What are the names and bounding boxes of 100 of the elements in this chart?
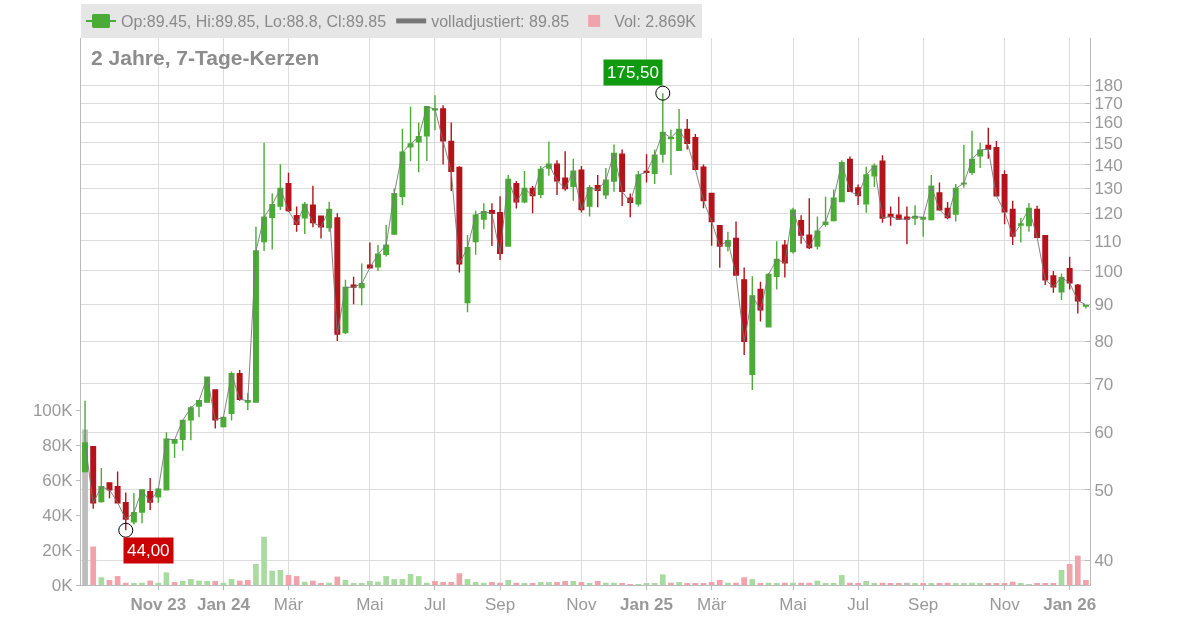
candlestick <box>358 262 365 306</box>
y-tick-label: 90 <box>1094 295 1114 315</box>
candlestick <box>236 369 243 402</box>
y2-tick-label: 80K <box>42 436 74 456</box>
candlestick <box>846 155 853 193</box>
y-tick-label: 100 <box>1094 261 1123 281</box>
x-tick-label: Nov 23 <box>130 595 187 615</box>
y-tick-label: 150 <box>1094 133 1123 153</box>
candlestick <box>440 104 447 166</box>
candlestick <box>187 405 194 441</box>
candlestick <box>814 215 821 251</box>
candlestick <box>407 106 414 162</box>
x-tick-label: Jan 24 <box>196 595 251 615</box>
candlestick <box>488 202 495 247</box>
x-tick-label: Mai <box>779 595 807 615</box>
x-tick-label: Sep <box>484 595 516 615</box>
x-tick-label: Nov <box>989 595 1021 615</box>
candlestick <box>895 196 902 221</box>
candlestick <box>179 419 186 452</box>
candlestick <box>798 214 805 245</box>
candlestick <box>383 224 390 258</box>
candlestick <box>676 108 683 152</box>
candlestick <box>350 275 357 305</box>
y2-tick-label: 60K <box>42 471 74 491</box>
candlestick <box>431 94 438 131</box>
candlestick <box>830 188 837 223</box>
annotation: 44,00 <box>127 541 170 560</box>
candlestick <box>773 240 780 291</box>
y-tick-label: 130 <box>1094 178 1123 198</box>
candlestick <box>269 192 276 251</box>
x-tick-label: Mär <box>696 595 727 615</box>
candlestick <box>423 105 430 162</box>
candlestick <box>366 241 373 270</box>
candlestick <box>554 159 560 196</box>
candlestick <box>1009 199 1016 246</box>
candlestick <box>602 167 609 200</box>
candlestick <box>472 209 479 256</box>
x-tick-label: Jul <box>424 595 446 615</box>
candlestick <box>822 196 829 228</box>
legend-label: Op:89.45, Hi:89.85, Lo:88.8, Cl:89.85 <box>121 13 387 31</box>
y-tick-label: 50 <box>1094 480 1114 500</box>
candlestick <box>244 392 251 411</box>
candlestick <box>952 183 959 223</box>
candlestick <box>667 128 674 176</box>
annotation: 175,50 <box>607 63 659 82</box>
candlestick <box>480 202 487 230</box>
y2-tick-label: 20K <box>42 541 74 560</box>
x-tick-label: Mär <box>273 595 304 615</box>
x-tick-label: Jan 25 <box>620 595 673 615</box>
x-tick-label: Jul <box>847 595 869 615</box>
y2-tick-label: 40K <box>42 506 74 526</box>
candlestick <box>765 272 772 328</box>
candlestick <box>1066 255 1073 291</box>
candlestick <box>163 431 170 491</box>
candlestick <box>171 439 178 459</box>
candlestick <box>749 275 756 391</box>
line-series <box>84 106 1087 520</box>
candlestick <box>993 140 1000 198</box>
candlestick <box>619 148 626 207</box>
y-tick-label: 70 <box>1094 374 1114 394</box>
candlestick <box>309 185 316 228</box>
legend-label: volladjustiert: 89.85 <box>431 13 570 31</box>
candlestick <box>130 492 137 526</box>
candlestick <box>1034 205 1041 239</box>
candlestick <box>985 127 992 160</box>
candlestick <box>399 128 406 206</box>
candlestick <box>415 121 422 174</box>
candlestick <box>651 148 658 185</box>
candlestick <box>521 170 528 204</box>
y-tick-label: 170 <box>1094 94 1123 114</box>
candlestick <box>98 467 105 504</box>
candlestick <box>936 181 943 212</box>
candlestick <box>114 470 121 505</box>
candlestick <box>1017 217 1024 244</box>
candlestick <box>252 226 259 403</box>
candlestick <box>716 224 723 269</box>
candlestick <box>806 197 813 250</box>
y-tick-label: 110 <box>1094 231 1122 251</box>
candlestick <box>659 92 666 164</box>
candlestick <box>1001 169 1008 225</box>
candlestick <box>969 130 975 176</box>
x-tick-label: Mai <box>356 595 384 615</box>
candlestick <box>863 165 870 214</box>
candlestick <box>1074 283 1081 315</box>
candlestick <box>733 220 740 277</box>
x-tick-label: Jan 26 <box>1043 595 1097 615</box>
candlestick <box>692 133 699 171</box>
candlestick <box>122 491 129 531</box>
candlestick <box>342 279 349 335</box>
y-tick-label: 60 <box>1094 423 1114 443</box>
y2-tick-label: 100K <box>32 401 74 421</box>
candlestick <box>903 205 910 245</box>
candlestick <box>586 184 593 218</box>
legend-label: Vol: 2.869K <box>614 13 697 31</box>
candlestick <box>261 142 268 252</box>
y-tick-label: 120 <box>1094 204 1123 224</box>
candlestick <box>456 165 463 274</box>
candlestick <box>448 121 455 192</box>
y-tick-label: 180 <box>1094 76 1123 96</box>
candlestick <box>708 192 715 247</box>
